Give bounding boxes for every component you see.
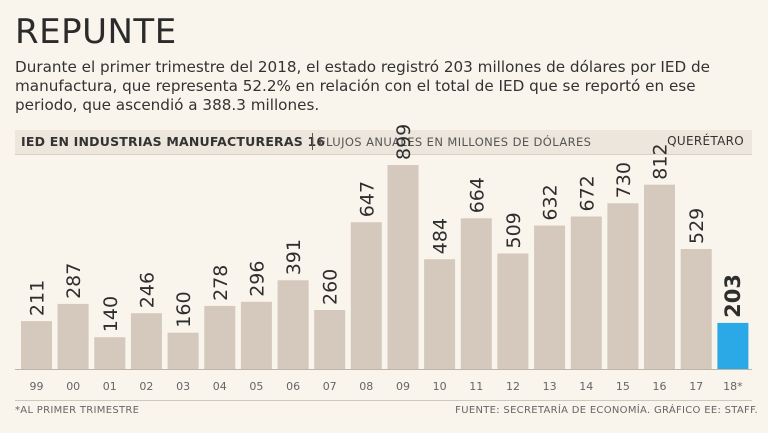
value-label: 287	[63, 263, 85, 299]
x-tick-label: 06	[286, 380, 300, 393]
bar-05	[240, 301, 272, 369]
value-label: 203	[721, 274, 745, 318]
chart-subtitle: FLUJOS ANUALES EN MILLONES DE DÓLARES	[319, 135, 592, 149]
x-tick-label: 99	[30, 380, 44, 393]
bar-07	[314, 310, 346, 369]
value-label: 672	[576, 175, 598, 211]
footer-divider	[15, 400, 752, 401]
x-tick-label: 18*	[723, 380, 743, 393]
value-label: 899	[393, 124, 415, 160]
bar-99	[21, 321, 52, 369]
bar-06	[277, 280, 309, 369]
value-label: 509	[503, 212, 525, 248]
bar-10	[424, 259, 456, 369]
x-tick-label: 04	[213, 380, 227, 393]
bar-13	[534, 225, 566, 369]
value-label: 632	[540, 184, 562, 220]
x-tick-label: 15	[616, 380, 630, 393]
value-label: 647	[356, 181, 378, 217]
x-tick-label: 01	[103, 380, 117, 393]
x-tick-label: 10	[433, 380, 447, 393]
x-tick-label: 17	[689, 380, 703, 393]
value-label: 664	[466, 177, 488, 213]
value-label: 529	[686, 208, 708, 244]
x-tick-label: 12	[506, 380, 520, 393]
x-tick-label: 08	[359, 380, 373, 393]
x-tick-label: 09	[396, 380, 410, 393]
bar-03	[167, 332, 199, 369]
value-label: 730	[613, 162, 635, 198]
header-divider	[312, 133, 313, 150]
x-tick-label: 07	[323, 380, 337, 393]
bar-04	[204, 305, 236, 369]
value-label: 278	[210, 265, 232, 301]
region-label: QUERÉTARO	[667, 134, 744, 148]
value-label: 246	[136, 272, 158, 308]
bar-18	[717, 322, 749, 369]
bar-08	[350, 222, 382, 369]
bar-01	[94, 337, 126, 369]
x-tick-label: 05	[249, 380, 263, 393]
bar-15	[607, 203, 639, 369]
x-tick-label: 16	[653, 380, 667, 393]
value-label: 812	[650, 143, 672, 179]
bar-02	[130, 313, 162, 369]
intro-paragraph: Durante el primer trimestre del 2018, el…	[15, 58, 710, 114]
x-tick-label: 00	[66, 380, 80, 393]
bar-00	[57, 303, 89, 369]
value-label: 484	[430, 218, 452, 254]
chart-header-bar: IED EN INDUSTRIAS MANUFACTURERAS 16 FLUJ…	[15, 130, 752, 155]
x-tick-label: 14	[579, 380, 593, 393]
bar-14	[570, 216, 602, 369]
bar-12	[497, 253, 529, 369]
value-label: 296	[246, 261, 268, 297]
value-label: 160	[173, 291, 195, 327]
page-title: REPUNTE	[15, 12, 177, 52]
value-label: 140	[100, 296, 122, 332]
value-label: 211	[27, 280, 49, 316]
x-tick-label: 13	[543, 380, 557, 393]
bar-16	[644, 184, 675, 369]
chart-title: IED EN INDUSTRIAS MANUFACTURERAS 16	[21, 134, 326, 149]
bar-17	[680, 249, 712, 369]
source-credit: FUENTE: SECRETARÍA DE ECONOMÍA. GRÁFICO …	[455, 405, 758, 416]
value-label: 391	[283, 239, 305, 275]
bar-09	[387, 165, 419, 369]
footnote: *AL PRIMER TRIMESTRE	[15, 405, 140, 416]
x-tick-label: 11	[469, 380, 483, 393]
bar-11	[460, 218, 492, 369]
value-label: 260	[320, 269, 342, 305]
x-tick-label: 02	[139, 380, 153, 393]
x-tick-label: 03	[176, 380, 190, 393]
